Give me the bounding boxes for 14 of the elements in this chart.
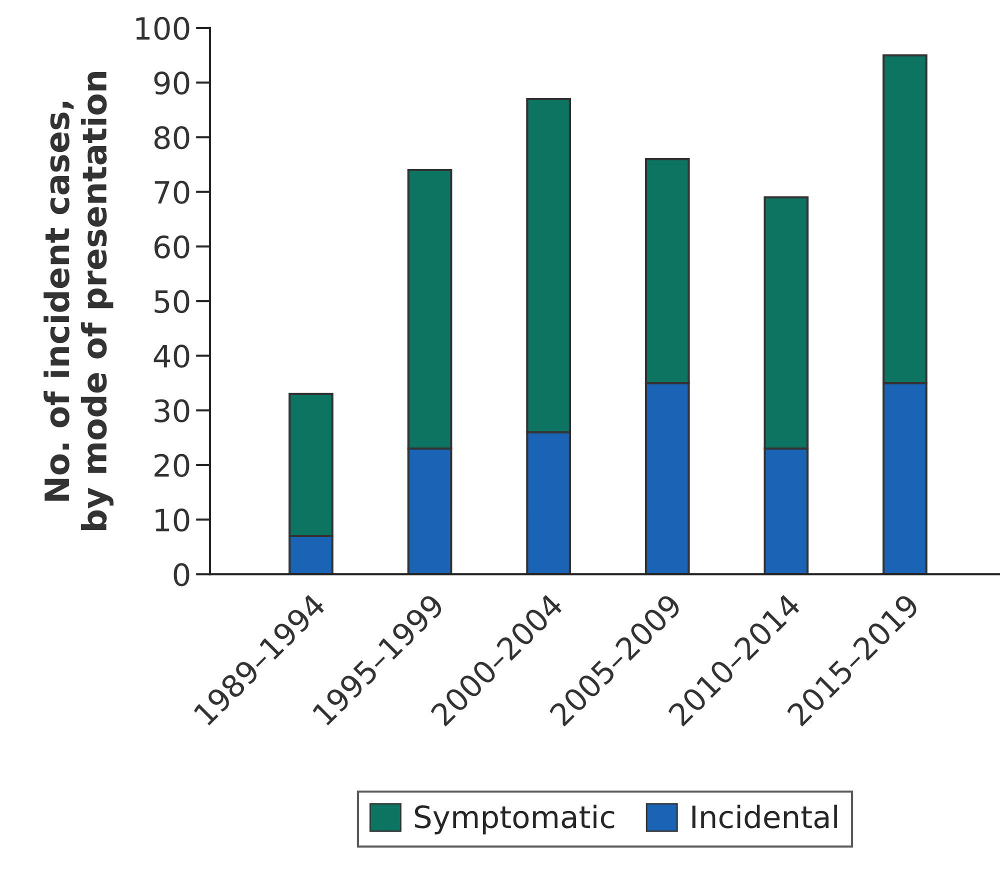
legend-label: Incidental (692, 804, 837, 828)
y-tick-label: 80 (154, 126, 190, 150)
y-tick-label: 70 (154, 180, 190, 204)
y-tick-label: 20 (154, 454, 190, 478)
y-tick-label: 30 (154, 399, 190, 422)
y-tick-label: 100 (136, 16, 190, 40)
y-tick-label: 50 (154, 290, 190, 314)
y-tick-label: 10 (156, 508, 190, 532)
y-axis-title: No. of incident cases, by mode of presentation (44, 72, 114, 530)
y-tick-label: 40 (154, 344, 190, 368)
legend-label: Symptomatic (414, 804, 614, 834)
y-tick-label: 60 (154, 235, 190, 259)
y-tick-label: 0 (174, 563, 190, 586)
y-tick-label: 90 (154, 72, 190, 95)
